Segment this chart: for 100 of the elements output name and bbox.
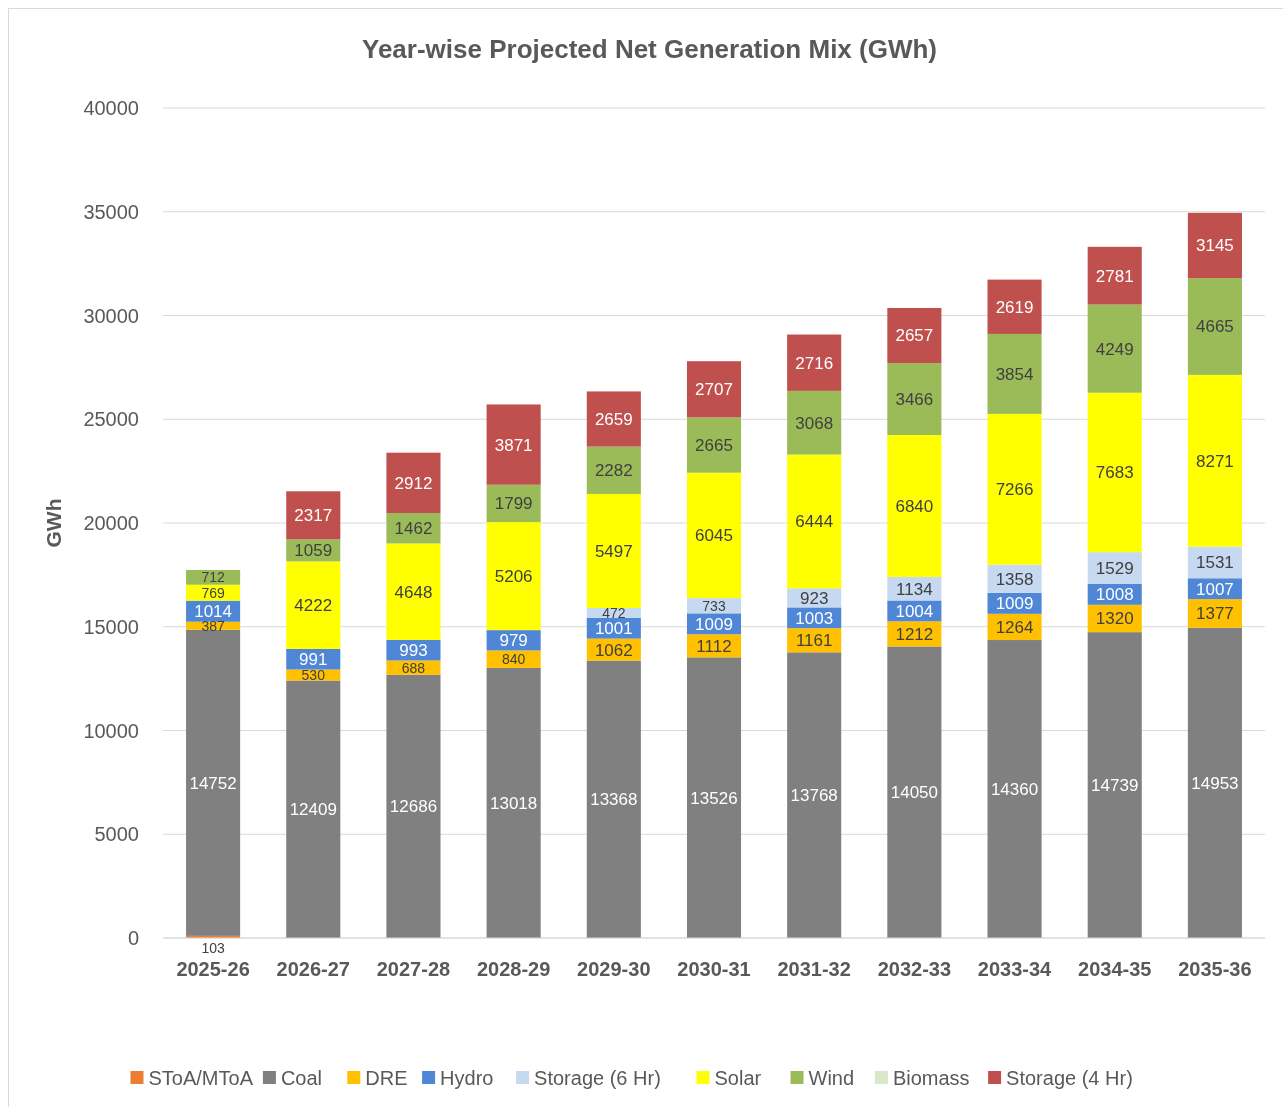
data-label: 1059 bbox=[294, 541, 333, 561]
x-tick-label: 2033-34 bbox=[977, 958, 1053, 980]
data-label: 1112 bbox=[696, 636, 732, 656]
data-label: 3854 bbox=[995, 364, 1034, 384]
data-label: 4648 bbox=[394, 582, 433, 602]
bar bbox=[887, 435, 942, 577]
x-tick-label: 2035-36 bbox=[1178, 958, 1252, 980]
data-label: 6045 bbox=[695, 526, 733, 546]
data-label: 4249 bbox=[1095, 339, 1134, 359]
bar bbox=[1087, 304, 1142, 393]
data-label: 1264 bbox=[995, 617, 1034, 637]
y-axis-title: GWh bbox=[42, 498, 65, 548]
x-tick-label: 2029-30 bbox=[577, 958, 651, 980]
bar bbox=[486, 404, 541, 485]
data-label: 8271 bbox=[1195, 451, 1234, 471]
data-label: 2282 bbox=[594, 461, 633, 481]
data-label: 7683 bbox=[1095, 463, 1134, 483]
legend-label: Coal bbox=[280, 1067, 323, 1089]
data-label: 6444 bbox=[795, 512, 834, 532]
data-label: 5206 bbox=[494, 567, 533, 587]
bar bbox=[186, 629, 241, 936]
data-label: 2657 bbox=[895, 326, 934, 346]
data-label: 1161 bbox=[795, 631, 833, 651]
x-tick-label: 2031-32 bbox=[777, 958, 851, 980]
data-label: 1358 bbox=[995, 569, 1034, 589]
x-tick-label: 2025-26 bbox=[176, 958, 250, 980]
bar bbox=[787, 454, 842, 589]
data-label: 3871 bbox=[494, 435, 533, 455]
data-label: 13526 bbox=[690, 788, 738, 808]
bar bbox=[286, 680, 341, 938]
y-tick-label: 40000 bbox=[83, 97, 139, 119]
bar bbox=[787, 334, 842, 391]
data-label: 13368 bbox=[590, 790, 638, 810]
data-label: 2912 bbox=[394, 473, 433, 493]
data-label: 2716 bbox=[795, 353, 834, 373]
y-tick-label: 0 bbox=[127, 927, 139, 949]
bar bbox=[386, 543, 441, 640]
bar bbox=[987, 413, 1042, 565]
data-label: 993 bbox=[399, 641, 428, 661]
bar bbox=[887, 363, 942, 436]
bar bbox=[987, 279, 1042, 334]
legend-label: Storage (4 Hr) bbox=[1006, 1067, 1133, 1089]
legend-label: Biomass bbox=[892, 1067, 970, 1089]
data-label: 7266 bbox=[995, 480, 1034, 500]
data-label: 688 bbox=[401, 659, 426, 676]
data-label: 3068 bbox=[795, 413, 834, 433]
x-tick-label: 2034-35 bbox=[1078, 958, 1152, 980]
bar bbox=[686, 657, 742, 938]
data-label: 14050 bbox=[890, 783, 938, 803]
x-tick-label: 2030-31 bbox=[677, 958, 751, 980]
data-label: 1008 bbox=[1095, 585, 1134, 605]
data-label: 1212 bbox=[895, 624, 934, 644]
bar bbox=[386, 674, 441, 938]
bar bbox=[1187, 212, 1242, 279]
bar bbox=[286, 491, 341, 540]
data-label: 472 bbox=[602, 604, 626, 621]
bar bbox=[586, 493, 641, 609]
data-label: 1529 bbox=[1095, 558, 1134, 578]
bar bbox=[887, 307, 942, 364]
data-label: 14752 bbox=[189, 773, 237, 793]
legend-label: Wind bbox=[808, 1067, 855, 1089]
legend-label: Storage (6 Hr) bbox=[534, 1067, 661, 1089]
bar bbox=[1087, 246, 1142, 305]
y-tick-label: 35000 bbox=[83, 200, 139, 223]
x-tick-label: 2032-33 bbox=[877, 958, 952, 980]
data-label: 1004 bbox=[895, 601, 934, 621]
data-label: 14953 bbox=[1191, 773, 1239, 793]
data-label: 4222 bbox=[294, 596, 333, 616]
bar bbox=[386, 452, 441, 514]
legend-label: SToA/MToA bbox=[148, 1067, 254, 1089]
data-label: 4665 bbox=[1195, 317, 1234, 337]
y-tick-label: 5000 bbox=[94, 823, 139, 846]
data-label: 103 bbox=[201, 939, 225, 956]
data-label: 1799 bbox=[494, 494, 533, 514]
bar bbox=[1187, 627, 1242, 938]
x-tick-label: 2028-29 bbox=[476, 958, 551, 980]
bar bbox=[887, 646, 942, 938]
bar bbox=[787, 652, 842, 938]
bar bbox=[787, 390, 842, 455]
data-label: 13768 bbox=[790, 786, 838, 806]
data-label: 840 bbox=[501, 651, 526, 668]
bar bbox=[987, 333, 1042, 414]
data-label: 1377 bbox=[1195, 604, 1234, 624]
data-label: 1007 bbox=[1195, 579, 1234, 599]
bar bbox=[586, 391, 641, 447]
data-label: 12409 bbox=[289, 800, 337, 820]
y-tick-label: 15000 bbox=[83, 615, 139, 638]
x-tick-label: 2027-28 bbox=[376, 958, 451, 980]
legend-label: DRE bbox=[365, 1067, 408, 1089]
data-label: 1134 bbox=[896, 579, 933, 599]
bar bbox=[586, 660, 641, 938]
data-label: 1062 bbox=[594, 640, 633, 660]
data-label: 12686 bbox=[389, 797, 438, 817]
data-label: 712 bbox=[201, 569, 225, 586]
data-label: 2707 bbox=[695, 380, 733, 400]
legend-label: Solar bbox=[714, 1067, 762, 1089]
data-label: 2781 bbox=[1095, 266, 1134, 286]
y-tick-label: 10000 bbox=[83, 719, 139, 742]
bar bbox=[686, 472, 742, 599]
bar bbox=[1187, 374, 1242, 547]
